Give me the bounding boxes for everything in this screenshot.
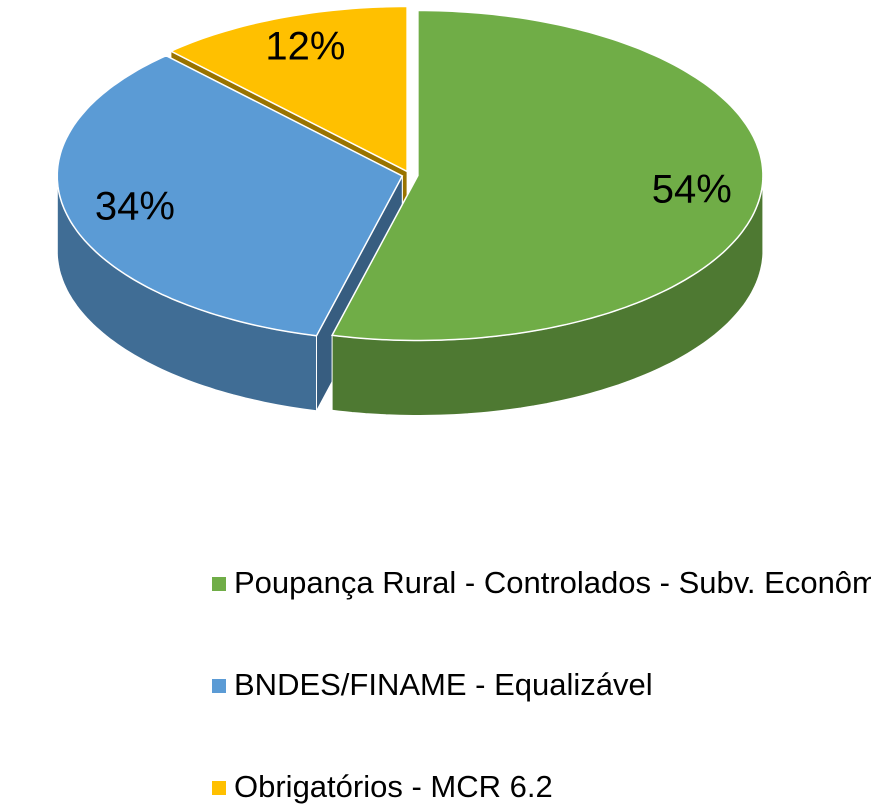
legend-swatch bbox=[212, 577, 226, 591]
legend-swatch bbox=[212, 781, 226, 795]
legend-label: Obrigatórios - MCR 6.2 bbox=[234, 769, 553, 804]
legend-label: BNDES/FINAME - Equalizável bbox=[234, 667, 653, 702]
data-label: 12% bbox=[265, 24, 345, 68]
data-label: 54% bbox=[652, 168, 732, 212]
legend-label: Poupança Rural - Controlados - Subv. Eco… bbox=[234, 565, 871, 600]
pie-slice bbox=[56, 54, 404, 337]
data-label: 34% bbox=[95, 184, 175, 228]
pie-slice bbox=[169, 5, 408, 173]
legend-swatch bbox=[212, 679, 226, 693]
pie-slice bbox=[330, 9, 764, 342]
